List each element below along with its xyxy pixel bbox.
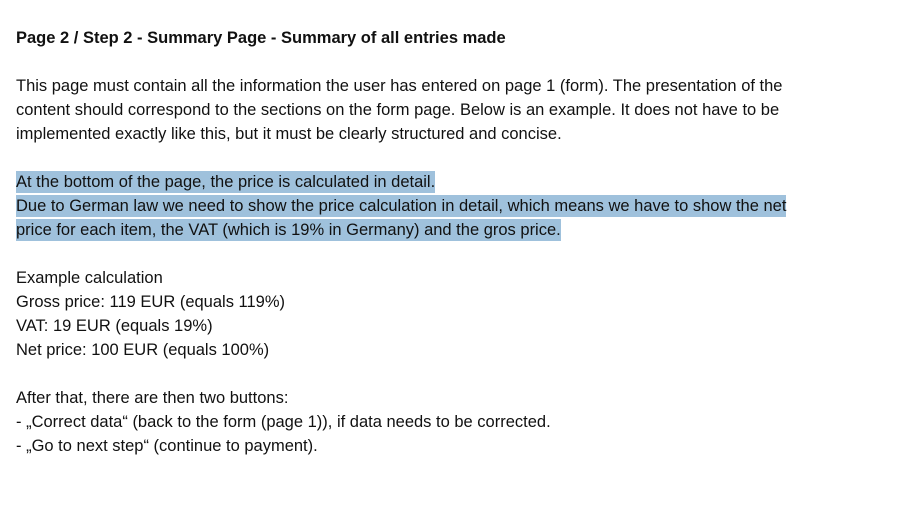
intro-line: This page must contain all the informati… <box>16 77 783 95</box>
net-price-line: Net price: 100 EUR (equals 100%) <box>16 341 270 359</box>
highlighted-line: Due to German law we need to show the pr… <box>16 195 787 217</box>
gross-price-line: Gross price: 119 EUR (equals 119%) <box>16 293 286 311</box>
buttons-intro: After that, there are then two buttons: <box>16 389 289 407</box>
intro-paragraph: This page must contain all the informati… <box>16 74 896 146</box>
intro-line: implemented exactly like this, but it mu… <box>16 125 562 143</box>
page-heading: Page 2 / Step 2 - Summary Page - Summary… <box>16 29 506 47</box>
intro-line: content should correspond to the section… <box>16 101 780 119</box>
example-calculation: Example calculation Gross price: 119 EUR… <box>16 266 896 362</box>
document-page: Page 2 / Step 2 - Summary Page - Summary… <box>16 26 896 458</box>
example-title: Example calculation <box>16 269 163 287</box>
buttons-description: After that, there are then two buttons: … <box>16 386 896 458</box>
highlighted-line: price for each item, the VAT (which is 1… <box>16 219 561 241</box>
highlighted-paragraph: At the bottom of the page, the price is … <box>16 170 896 242</box>
vat-line: VAT: 19 EUR (equals 19%) <box>16 317 213 335</box>
next-step-item: - „Go to next step“ (continue to payment… <box>16 437 318 455</box>
correct-data-item: - „Correct data“ (back to the form (page… <box>16 413 551 431</box>
highlighted-line: At the bottom of the page, the price is … <box>16 171 436 193</box>
